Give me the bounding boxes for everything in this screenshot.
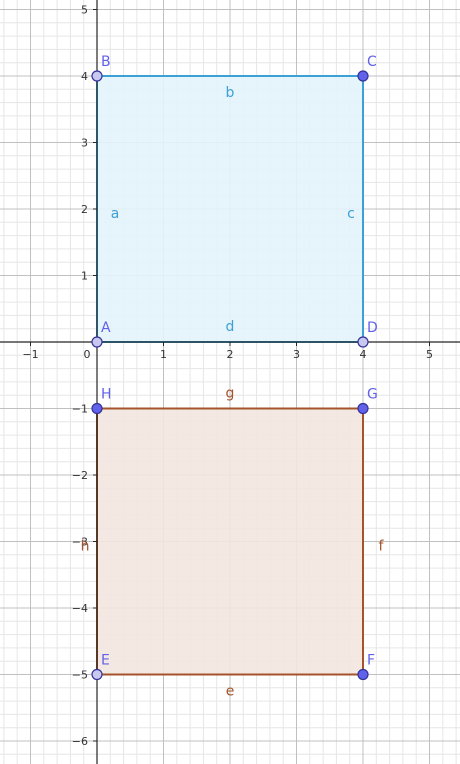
y-tick-label: −3 xyxy=(72,536,88,549)
segment-label-c: c xyxy=(347,206,355,222)
brown-square-fill xyxy=(97,408,363,675)
tick-labels: −1 0 1 2 3 4 5 5 4 3 2 1 −1 −2 −3 −4 −5 −6 xyxy=(22,4,433,749)
point-label-C: C xyxy=(367,54,377,70)
segment-label-b: b xyxy=(226,85,235,101)
point-H[interactable] xyxy=(91,402,103,415)
point-label-E: E xyxy=(101,653,110,669)
segment-label-f: f xyxy=(379,539,385,555)
x-tick-label: 2 xyxy=(227,348,234,361)
x-tick-label: 3 xyxy=(293,348,300,361)
point-label-G: G xyxy=(367,387,378,403)
x-tick-label: 1 xyxy=(160,348,167,361)
point-G[interactable] xyxy=(357,402,369,415)
x-tick-label: 5 xyxy=(426,348,433,361)
segment-label-a: a xyxy=(111,206,120,222)
segment-label-h: h xyxy=(81,539,90,555)
point-label-A: A xyxy=(101,320,111,336)
x-tick-label: −1 xyxy=(22,348,38,361)
points: A B C D E F G H xyxy=(91,54,378,681)
x-tick-label: 4 xyxy=(360,348,367,361)
point-label-B: B xyxy=(101,54,111,70)
y-tick-label: −1 xyxy=(72,403,88,416)
y-tick-label: 1 xyxy=(81,270,88,283)
point-D[interactable] xyxy=(357,336,369,348)
blue-square-fill xyxy=(97,76,363,342)
segment-label-e: e xyxy=(226,684,235,700)
segment-label-d: d xyxy=(226,319,235,335)
point-C[interactable] xyxy=(357,70,369,82)
point-A[interactable] xyxy=(91,336,103,348)
y-tick-label: −4 xyxy=(72,602,88,615)
point-label-D: D xyxy=(367,320,378,336)
y-tick-label: 2 xyxy=(81,203,88,216)
point-F[interactable] xyxy=(357,668,369,681)
x-tick-label: 0 xyxy=(84,348,91,361)
segment-labels: a b c d e f g h xyxy=(81,85,385,700)
polygons xyxy=(96,75,364,676)
y-tick-label: 4 xyxy=(81,70,88,83)
y-tick-label: −6 xyxy=(72,735,88,748)
y-tick-label: 3 xyxy=(81,137,88,150)
y-tick-label: 5 xyxy=(81,4,88,17)
point-B[interactable] xyxy=(91,70,103,82)
y-tick-label: −5 xyxy=(72,669,88,682)
point-E[interactable] xyxy=(91,668,103,681)
y-tick-label: −2 xyxy=(72,469,88,482)
segment-label-g: g xyxy=(226,386,235,402)
point-label-F: F xyxy=(367,653,375,669)
point-label-H: H xyxy=(101,387,112,403)
